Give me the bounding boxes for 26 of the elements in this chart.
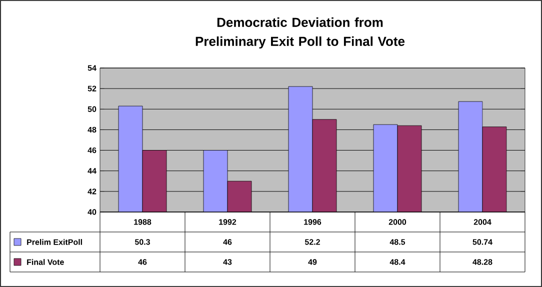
y-tick-label: 52 xyxy=(88,86,96,92)
x-tick-label: 1992 xyxy=(219,219,236,225)
legend-label: Final Vote xyxy=(27,259,64,265)
data-label: 48.5 xyxy=(390,239,406,245)
data-label: 49 xyxy=(308,259,317,265)
data-label: 50.3 xyxy=(134,239,150,245)
x-tick-label: 2004 xyxy=(474,219,492,225)
data-label: 48.4 xyxy=(390,259,406,265)
legend-label: Prelim ExitPoll xyxy=(27,239,82,245)
y-tick-label: 54 xyxy=(88,65,96,71)
y-tick-label: 50 xyxy=(88,106,96,112)
y-tick-label: 44 xyxy=(88,168,96,174)
x-tick-label: 2000 xyxy=(388,219,406,225)
y-tick-label: 40 xyxy=(88,209,96,215)
chart-title: Democratic Deviation from Preliminary Exit Poll to Final Vote xyxy=(196,17,405,49)
y-tick-label: 42 xyxy=(88,188,96,194)
data-label: 46 xyxy=(223,239,232,245)
y-tick-label: 46 xyxy=(88,147,96,154)
data-label: 46 xyxy=(138,259,147,265)
data-label: 43 xyxy=(223,259,232,265)
data-label: 52.2 xyxy=(304,239,320,245)
x-tick-label: 1996 xyxy=(304,219,322,225)
y-tick-label: 48 xyxy=(88,126,96,133)
data-label: 50.74 xyxy=(472,239,492,245)
data-label: 48.28 xyxy=(472,259,492,265)
x-tick-label: 1988 xyxy=(134,219,152,225)
